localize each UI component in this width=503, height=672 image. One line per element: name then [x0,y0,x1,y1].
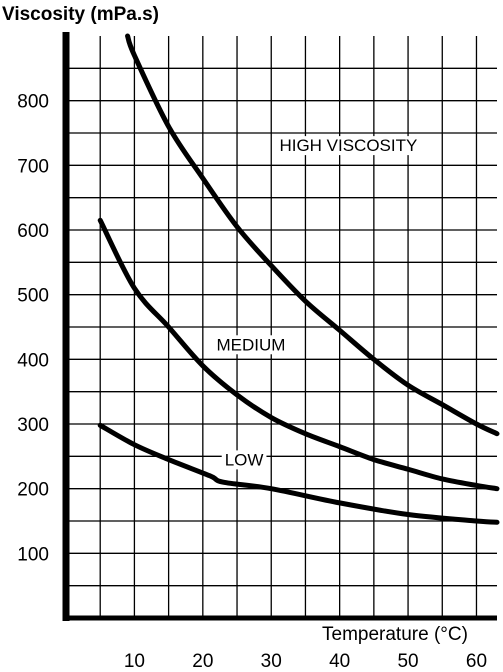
y-tick-label: 400 [17,350,49,371]
label-medium: MEDIUM [217,335,286,354]
y-tick-label: 300 [17,415,49,436]
y-tick-label: 800 [17,92,49,113]
grid [66,36,497,618]
y-tick-label: 600 [17,221,49,242]
label-medium-bg [213,335,289,355]
axes [62,32,497,621]
curves [97,33,500,525]
x-tick-label: 50 [397,651,418,672]
y-tick-label: 700 [17,156,49,177]
y-tick-label: 100 [17,544,49,565]
x-tick-label: 60 [466,651,487,672]
y-tick-label: 200 [17,480,49,501]
label-low: LOW [225,450,264,469]
label-low-bg [221,450,267,470]
curve-low [97,422,500,525]
y-tick-label: 500 [17,286,49,307]
x-tick-label: 30 [261,651,282,672]
x-tick-labels: 10 20 30 40 50 60 [124,651,487,672]
x-tick-label: 40 [329,651,350,672]
series-labels: HIGH VISCOSITY MEDIUM LOW [213,136,421,470]
curve-high-viscosity [125,33,500,437]
x-tick-label: 20 [192,651,213,672]
label-high-viscosity: HIGH VISCOSITY [279,136,417,155]
x-axis-label: Temperature (°C) [322,624,468,645]
label-high-viscosity-bg [276,136,421,156]
curve-medium [97,217,500,492]
y-tick-labels: 100 200 300 400 500 600 700 800 [17,92,49,566]
x-tick-label: 10 [124,651,145,672]
chart-title: Viscosity (mPa.s) [2,4,159,25]
